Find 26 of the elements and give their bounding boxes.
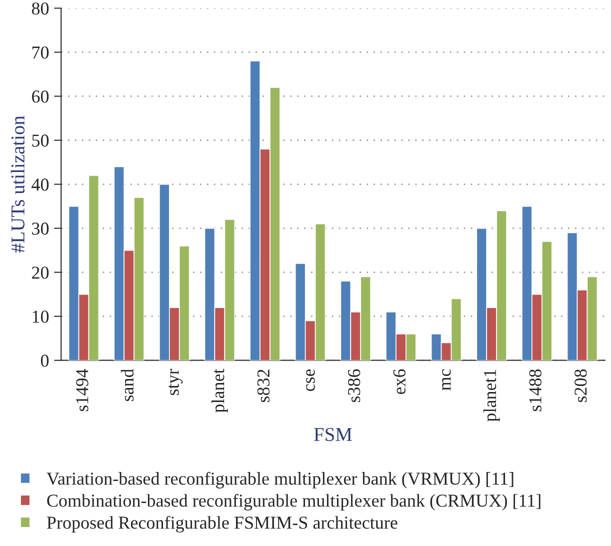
x-tick-label: s208: [574, 369, 587, 402]
y-tick-label: 30: [32, 222, 49, 235]
x-tick-label: styr: [168, 368, 183, 396]
legend-label: Variation-based reconfigurable multiplexer bank (VRMUX) [11]: [46, 472, 514, 488]
y-tick-label: 80: [32, 2, 49, 15]
y-tick-label: 70: [32, 46, 49, 59]
x-tick-label: s386: [348, 369, 360, 402]
x-tick-label: s832: [257, 370, 270, 402]
x-tick-label: sand: [120, 368, 134, 402]
y-axis-title: #LUTs utilization: [10, 116, 25, 253]
x-axis-title: FSM: [314, 428, 352, 442]
y-tick-label: 10: [32, 310, 49, 323]
y-tick-label: 20: [32, 266, 49, 279]
y-tick-label: 60: [32, 90, 49, 103]
x-tick-label: cse: [306, 369, 315, 392]
y-tick-label: 0: [40, 354, 49, 367]
x-tick-label: planet: [212, 368, 228, 413]
x-tick-label: s1494: [76, 368, 88, 412]
x-tick-label: s1488: [529, 369, 542, 412]
legend-label: Combination-based reconfigurable multiplexer bank (CRMUX) [11]: [47, 494, 540, 510]
x-tick-label: planet1: [483, 370, 500, 422]
y-tick-label: 40: [32, 178, 49, 191]
x-tick-label: ex6: [393, 369, 406, 394]
x-tick-label: mc: [442, 369, 451, 390]
y-tick-label: 50: [32, 134, 49, 147]
legend-label: Proposed Reconfigurable FSMIM-S architecture: [46, 516, 398, 533]
